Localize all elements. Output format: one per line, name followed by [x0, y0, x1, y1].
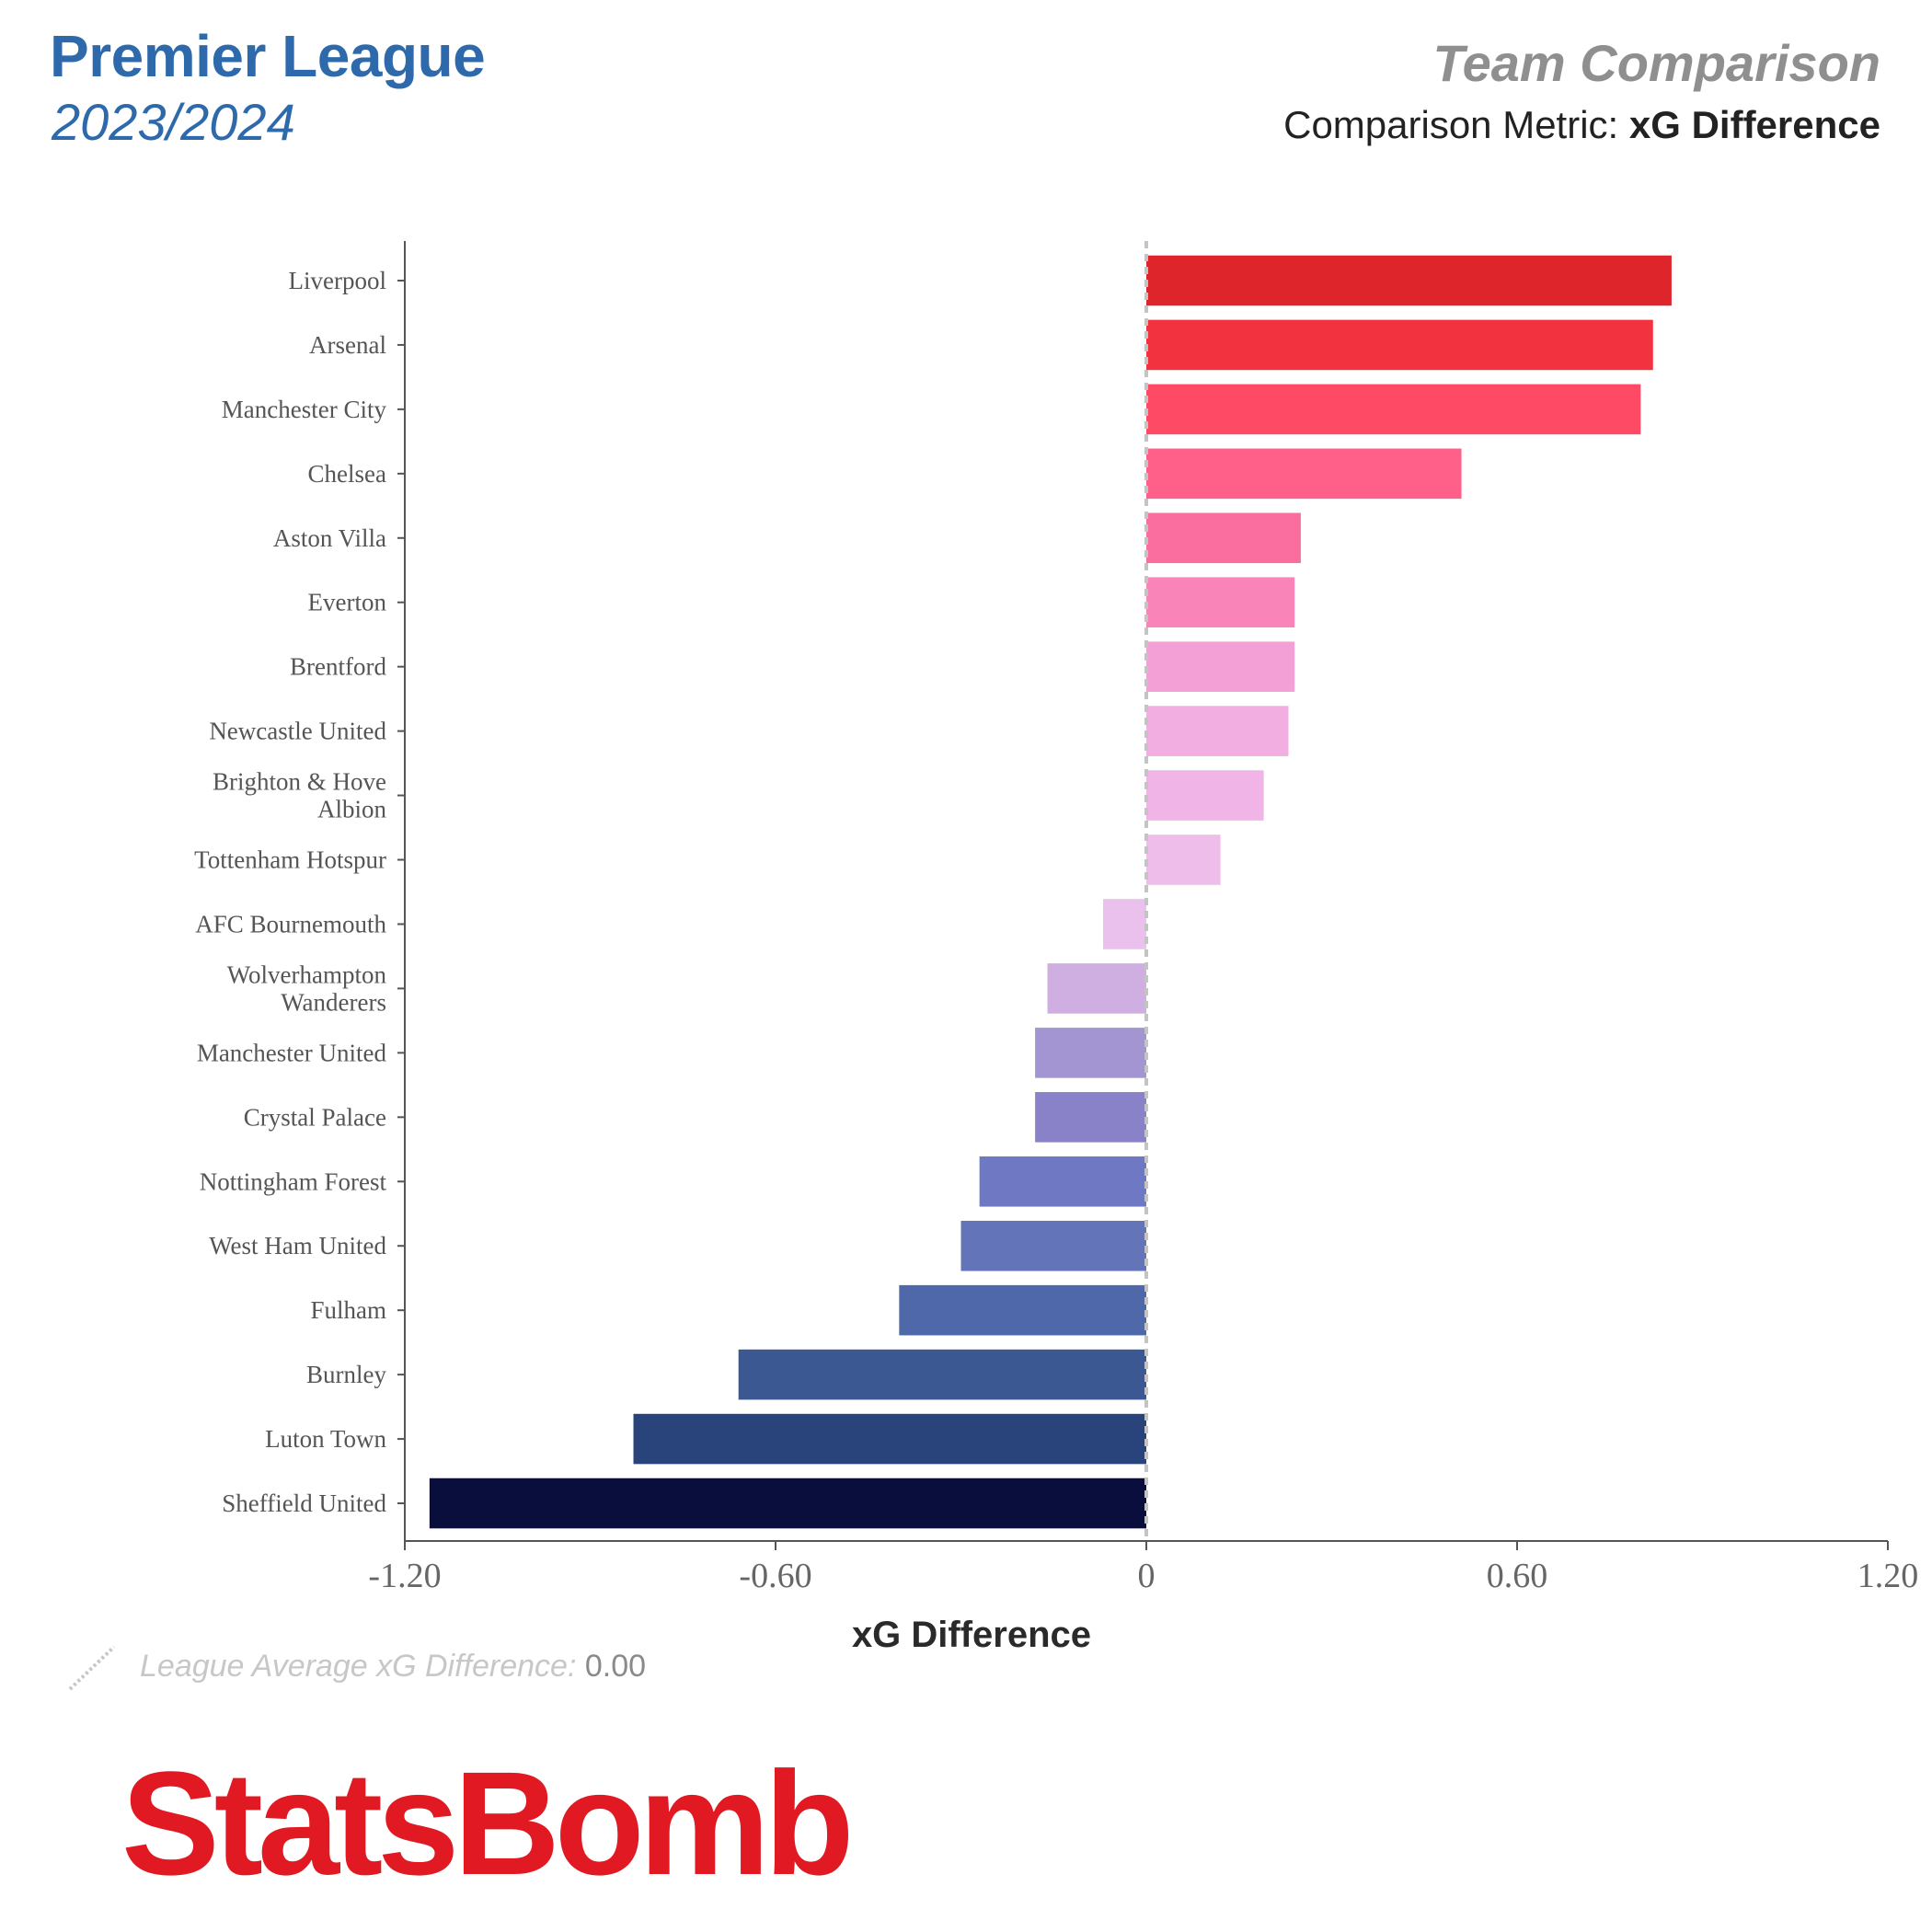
team-label-line-18-0: Luton Town: [265, 1425, 386, 1453]
team-label-line-16-0: Fulham: [310, 1296, 386, 1324]
comparison-metric: Comparison Metric: xG Difference: [1283, 103, 1880, 147]
bar-13: [1035, 1092, 1146, 1143]
team-label-line-19-0: Sheffield United: [222, 1489, 386, 1517]
bar-16: [899, 1284, 1146, 1336]
x-tick-label-4: 1.20: [1857, 1557, 1919, 1595]
team-label-line-7-0: Newcastle United: [209, 718, 386, 745]
bar-8: [1146, 770, 1264, 821]
statsbomb-logo: StatsBomb: [121, 1741, 855, 1905]
metric-prefix: Comparison Metric:: [1283, 103, 1619, 146]
team-label-line-3-0: Chelsea: [308, 460, 386, 488]
team-label-line-4-0: Aston Villa: [273, 524, 386, 552]
x-axis-label: xG Difference: [852, 1615, 1091, 1655]
team-label-8: Brighton & Hove Albion: [213, 768, 386, 823]
team-label-line-9-0: Tottenham Hotspur: [194, 846, 386, 874]
bar-11: [1047, 963, 1146, 1014]
team-label-14: Nottingham Forest: [200, 1167, 387, 1195]
team-label-11: Wolverhampton Wanderers: [227, 960, 387, 1016]
bar-chart: Liverpool Arsenal Manchester City Chelsea As…: [194, 241, 1918, 1655]
team-label-line-0-0: Liverpool: [289, 267, 386, 294]
x-tick-label-1: -0.60: [739, 1557, 811, 1595]
team-label-12: Manchester United: [197, 1039, 387, 1066]
league-title: Premier League: [50, 23, 486, 89]
season-label: 2023/2024: [52, 93, 295, 151]
team-label-3: Chelsea: [308, 460, 386, 488]
x-tick-label-0: -1.20: [368, 1557, 441, 1595]
team-label-line-6-0: Brentford: [290, 653, 386, 681]
axes-group: -1.20 -0.60 0 0.60 1.20: [368, 241, 1918, 1595]
bar-4: [1146, 512, 1301, 564]
bar-6: [1146, 641, 1295, 692]
team-label-17: Burnley: [306, 1361, 386, 1388]
team-label-9: Tottenham Hotspur: [194, 846, 386, 874]
team-label-line-8-1: Albion: [317, 796, 387, 823]
x-tick-label-3: 0.60: [1487, 1557, 1548, 1595]
bar-0: [1146, 255, 1672, 306]
bar-15: [960, 1220, 1146, 1271]
team-label-line-5-0: Everton: [308, 589, 387, 616]
bar-1: [1146, 319, 1653, 371]
bar-19: [429, 1478, 1146, 1529]
bar-2: [1146, 384, 1641, 435]
team-label-line-12-0: Manchester United: [197, 1039, 387, 1066]
bars-group: [429, 255, 1672, 1529]
team-label-19: Sheffield United: [222, 1489, 386, 1517]
team-label-16: Fulham: [310, 1296, 386, 1324]
team-label-line-8-0: Brighton & Hove: [213, 768, 386, 796]
league-average-note: League Average xG Difference: 0.00: [140, 1649, 646, 1685]
team-label-line-10-0: AFC Bournemouth: [195, 910, 386, 937]
bar-14: [979, 1156, 1146, 1207]
team-labels-group: Liverpool Arsenal Manchester City Chelsea As…: [194, 267, 386, 1517]
team-label-line-15-0: West Ham United: [209, 1232, 386, 1259]
team-label-line-17-0: Burnley: [306, 1361, 386, 1388]
team-label-7: Newcastle United: [209, 718, 386, 745]
bar-17: [738, 1349, 1146, 1400]
team-label-10: AFC Bournemouth: [195, 910, 386, 937]
team-label-5: Everton: [308, 589, 387, 616]
dashed-line-icon: [68, 1645, 116, 1691]
team-label-13: Crystal Palace: [244, 1103, 386, 1131]
league-average-label: League Average xG Difference:: [140, 1649, 577, 1684]
team-label-6: Brentford: [290, 653, 386, 681]
team-label-2: Manchester City: [222, 396, 387, 423]
x-tick-label-2: 0: [1138, 1557, 1156, 1595]
bar-3: [1146, 448, 1462, 500]
bar-10: [1102, 899, 1146, 949]
metric-name: xG Difference: [1628, 103, 1880, 146]
league-average-value: 0.00: [584, 1649, 647, 1684]
team-label-0: Liverpool: [289, 267, 386, 294]
team-label-18: Luton Town: [265, 1425, 386, 1453]
bar-12: [1035, 1028, 1146, 1078]
team-label-line-11-0: Wolverhampton: [227, 960, 387, 988]
comparison-title: Team Comparison: [1432, 34, 1880, 92]
bar-18: [633, 1413, 1146, 1465]
team-label-line-1-0: Arsenal: [309, 331, 386, 359]
bar-5: [1146, 577, 1295, 628]
team-label-line-11-1: Wanderers: [281, 988, 386, 1016]
team-label-4: Aston Villa: [273, 524, 386, 552]
bar-9: [1146, 834, 1221, 885]
team-label-line-14-0: Nottingham Forest: [200, 1167, 387, 1195]
team-label-15: West Ham United: [209, 1232, 386, 1259]
team-label-line-2-0: Manchester City: [222, 396, 387, 423]
team-label-line-13-0: Crystal Palace: [244, 1103, 386, 1131]
bar-7: [1146, 706, 1289, 756]
team-label-1: Arsenal: [309, 331, 386, 359]
